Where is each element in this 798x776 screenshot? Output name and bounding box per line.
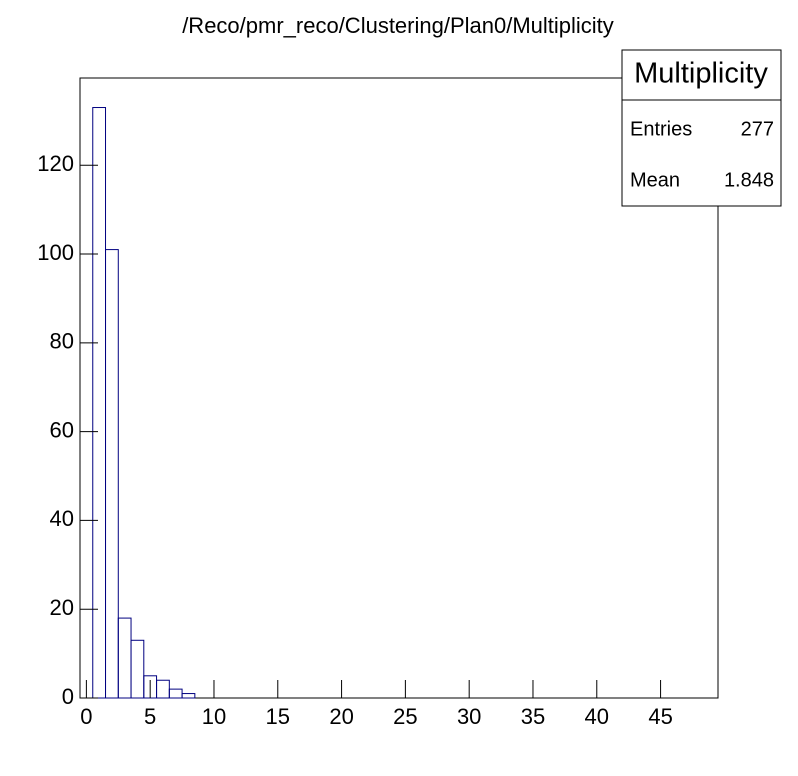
x-tick-label: 20: [329, 704, 353, 729]
x-tick-label: 45: [648, 704, 672, 729]
y-tick-label: 40: [50, 506, 74, 531]
stats-mean-label: Mean: [630, 169, 680, 191]
stats-box: Multiplicity Entries 277 Mean 1.848: [621, 49, 782, 207]
x-tick-label: 10: [202, 704, 226, 729]
y-tick-label: 100: [37, 240, 74, 265]
x-tick-label: 15: [266, 704, 290, 729]
stats-entries-label: Entries: [630, 118, 692, 140]
x-tick-label: 25: [393, 704, 417, 729]
stats-frame: [621, 49, 782, 207]
plot-frame: [79, 77, 719, 699]
x-tick-label: 0: [80, 704, 92, 729]
stats-mean: 1.848: [724, 169, 774, 191]
x-tick-label: 35: [521, 704, 545, 729]
histogram-bar: [156, 679, 170, 699]
histogram-bar: [168, 688, 183, 699]
y-tick-label: 20: [50, 595, 74, 620]
histogram-bar: [117, 617, 132, 699]
x-tick-label: 5: [144, 704, 156, 729]
histogram-bar: [181, 693, 196, 699]
y-tick-label: 0: [62, 684, 74, 709]
stats-entries: 277: [741, 118, 774, 140]
y-tick-label: 60: [50, 417, 74, 442]
stats-title: Multiplicity: [634, 58, 768, 90]
y-tick-label: 120: [37, 151, 74, 176]
histogram-bar: [105, 249, 119, 699]
histogram-bar: [130, 639, 145, 699]
chart-title: /Reco/pmr_reco/Clustering/Plan0/Multipli…: [182, 13, 614, 38]
x-tick-label: 30: [457, 704, 481, 729]
y-tick-label: 80: [50, 329, 74, 354]
x-tick-label: 40: [585, 704, 609, 729]
